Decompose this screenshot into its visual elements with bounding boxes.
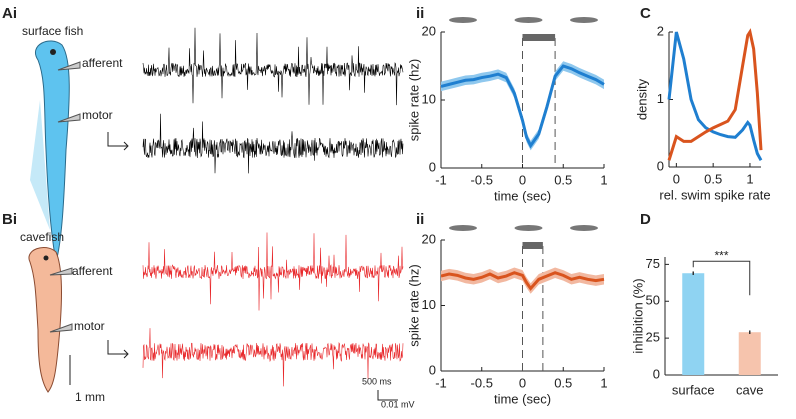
electrode [49,267,73,276]
panel-label: D [640,211,651,228]
x-axis-label: time (sec) [494,188,551,203]
y-tick-label: 0 [657,158,664,173]
electrode [57,113,81,123]
y-axis-label: spike rate (hz) [406,264,421,346]
y-axis-label: inhibition (%) [630,278,645,353]
swim-bar [522,34,556,41]
panel-label: Bi [2,211,17,228]
trace [142,328,404,387]
fish-label: afferent [72,264,113,278]
y-tick-label: 1 [657,91,664,106]
bracket [692,260,751,296]
x-tick-label: 0 [519,375,526,390]
y-axis-label: spike rate (hz) [406,59,421,141]
x-tick-label: 0 [519,172,526,187]
trace [142,27,404,106]
y-tick-label: 20 [422,23,436,38]
fin [30,100,50,230]
series-line [667,28,763,161]
x-tick-label: surface [672,382,715,397]
fish-label: cavefish [20,230,64,244]
electrode [49,323,73,333]
y-tick-label: 0 [429,159,436,174]
y-tick-label: 50 [646,293,660,308]
fish-icon [449,17,477,23]
y-tick-label: 10 [422,297,436,312]
y-axis-label: density [634,78,649,120]
y-tick-label: 10 [422,91,436,106]
x-tick-label: -1 [435,375,447,390]
eye [43,255,49,261]
bar [738,332,761,375]
bar [682,273,705,375]
x-tick-label: 0.5 [554,375,572,390]
traces [142,27,404,387]
fish-icon [570,225,598,231]
x-tick-label: 0 [673,171,680,186]
x-tick-label: 1 [600,172,607,187]
eye [50,49,56,55]
y-tick-label: 2 [657,23,664,38]
surface-fish [35,40,70,263]
trace [142,232,404,311]
fish-icon [570,17,598,23]
x-tick-label: cave [736,382,763,397]
fish-label: afferent [82,56,123,70]
fish-label: motor [82,108,113,122]
cavefish [28,247,62,393]
y-tick-label: 20 [422,231,436,246]
x-tick-label: 1 [600,375,607,390]
arrow [107,132,129,151]
series-line [667,31,763,161]
x-tick-label: -0.5 [471,375,493,390]
panel-label: ii [416,5,424,22]
panel-label: Ai [2,5,17,22]
series-line [440,271,605,291]
electrode [57,61,81,71]
panel-label: C [640,5,651,22]
panel-label: ii [416,211,424,228]
x-tick-label: -0.5 [471,172,493,187]
y-tick-label: 75 [646,256,660,271]
x-tick-label: 0.5 [704,171,722,186]
series-line [440,64,605,149]
arrow [107,340,129,359]
x-tick-label: 1 [746,171,753,186]
y-tick-label: 0 [429,362,436,377]
y-tick-label: 0 [653,366,660,381]
fish-icon [514,225,543,231]
scale-label: 500 ms [362,376,392,386]
scale-bar [377,390,398,401]
swim-bar [522,242,543,249]
x-tick-label: -1 [435,172,447,187]
x-axis-label: time (sec) [494,391,551,406]
fish-icon [514,17,543,23]
x-tick-label: 0.5 [554,172,572,187]
fish-label: motor [74,319,105,333]
y-tick-label: 25 [646,330,660,345]
scale-label: 0.01 mV [381,399,415,409]
fish-label: surface fish [22,24,83,38]
fish-icon [449,225,477,231]
trace [142,113,404,174]
annotation: *** [714,248,728,262]
x-axis-label: rel. swim spike rate [659,187,770,202]
scale-label: 1 mm [75,390,105,404]
